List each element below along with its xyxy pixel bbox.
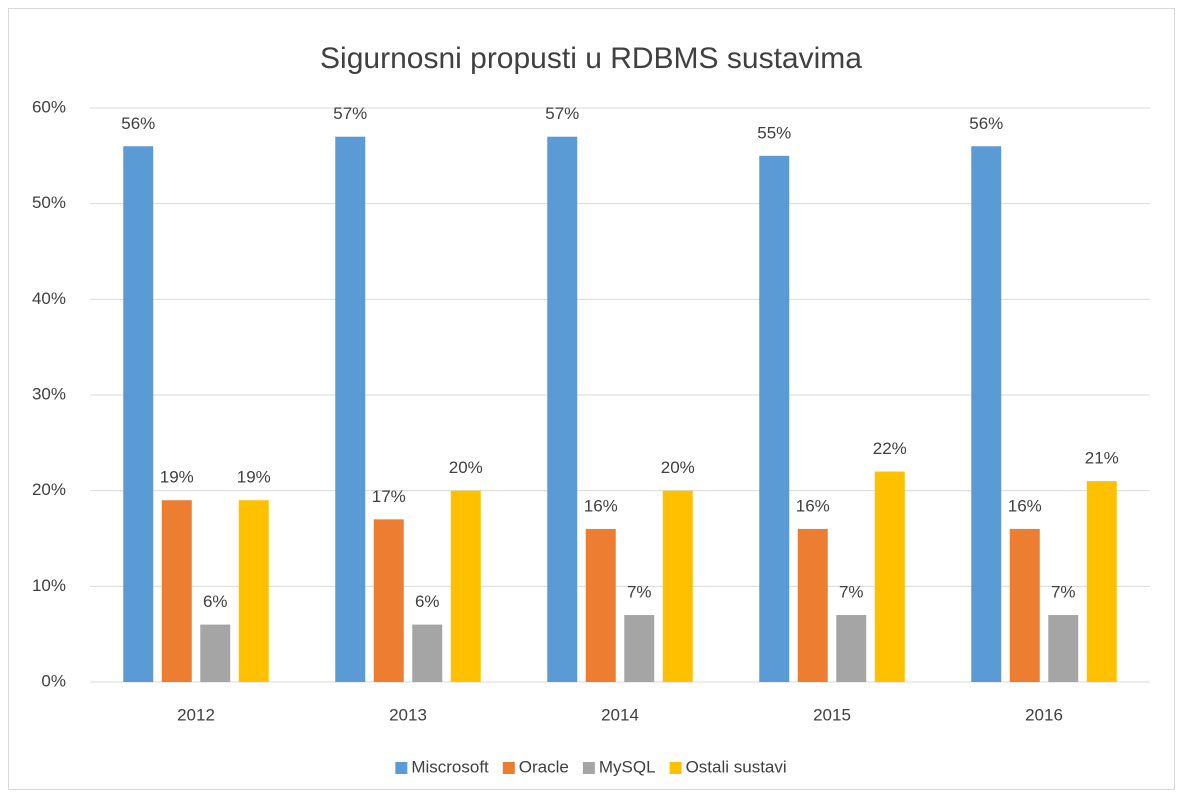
bar — [759, 155, 790, 683]
x-tick-label: 2012 — [177, 705, 215, 724]
legend-swatch — [669, 762, 682, 774]
bar — [1048, 615, 1079, 682]
data-label: 22% — [873, 439, 907, 458]
bar — [123, 146, 154, 682]
legend-label: MySQL — [599, 757, 656, 776]
bar — [971, 146, 1002, 682]
y-tick-label: 10% — [32, 576, 66, 595]
data-label: 17% — [372, 487, 406, 506]
bar — [874, 471, 905, 682]
data-label: 56% — [969, 114, 1003, 133]
data-label: 16% — [796, 496, 830, 515]
y-tick-label: 30% — [32, 384, 66, 403]
x-tick-label: 2016 — [1025, 705, 1063, 724]
y-tick-label: 50% — [32, 193, 66, 212]
bar — [238, 500, 269, 682]
bar — [161, 500, 192, 682]
bar — [547, 136, 578, 682]
x-tick-label: 2015 — [813, 705, 851, 724]
data-label: 6% — [415, 592, 440, 611]
bar — [836, 615, 867, 682]
bar — [412, 624, 443, 682]
bar — [585, 528, 616, 682]
bar — [1086, 481, 1117, 682]
y-tick-label: 0% — [41, 671, 66, 690]
data-label: 16% — [584, 496, 618, 515]
y-tick-label: 20% — [32, 480, 66, 499]
legend-label: Ostali sustavi — [686, 757, 787, 776]
data-label: 16% — [1008, 496, 1042, 515]
data-label: 56% — [121, 114, 155, 133]
data-label: 21% — [1085, 449, 1119, 468]
bar — [662, 490, 693, 682]
bar — [624, 615, 655, 682]
data-label: 7% — [627, 583, 652, 602]
bar — [335, 136, 366, 682]
x-tick-label: 2013 — [389, 705, 427, 724]
bar — [797, 528, 828, 682]
data-label: 20% — [661, 458, 695, 477]
data-label: 55% — [757, 123, 791, 142]
legend-label: Oracle — [519, 757, 569, 776]
y-tick-label: 40% — [32, 289, 66, 308]
legend-swatch — [582, 762, 595, 774]
data-label: 20% — [449, 458, 483, 477]
bar — [1009, 528, 1040, 682]
data-label: 7% — [1051, 583, 1076, 602]
data-label: 19% — [160, 468, 194, 487]
legend-label: Miscrosoft — [411, 757, 489, 776]
bar — [450, 490, 481, 682]
y-tick-label: 60% — [32, 97, 66, 116]
bar — [200, 624, 231, 682]
data-label: 19% — [237, 468, 271, 487]
chart-title: Sigurnosni propusti u RDBMS sustavima — [320, 42, 862, 75]
data-label: 57% — [545, 104, 579, 123]
data-label: 7% — [839, 583, 864, 602]
x-tick-label: 2014 — [601, 705, 639, 724]
data-label: 6% — [203, 592, 228, 611]
bar — [373, 519, 404, 682]
data-label: 57% — [333, 104, 367, 123]
legend-swatch — [502, 762, 515, 774]
legend-swatch — [395, 762, 408, 774]
